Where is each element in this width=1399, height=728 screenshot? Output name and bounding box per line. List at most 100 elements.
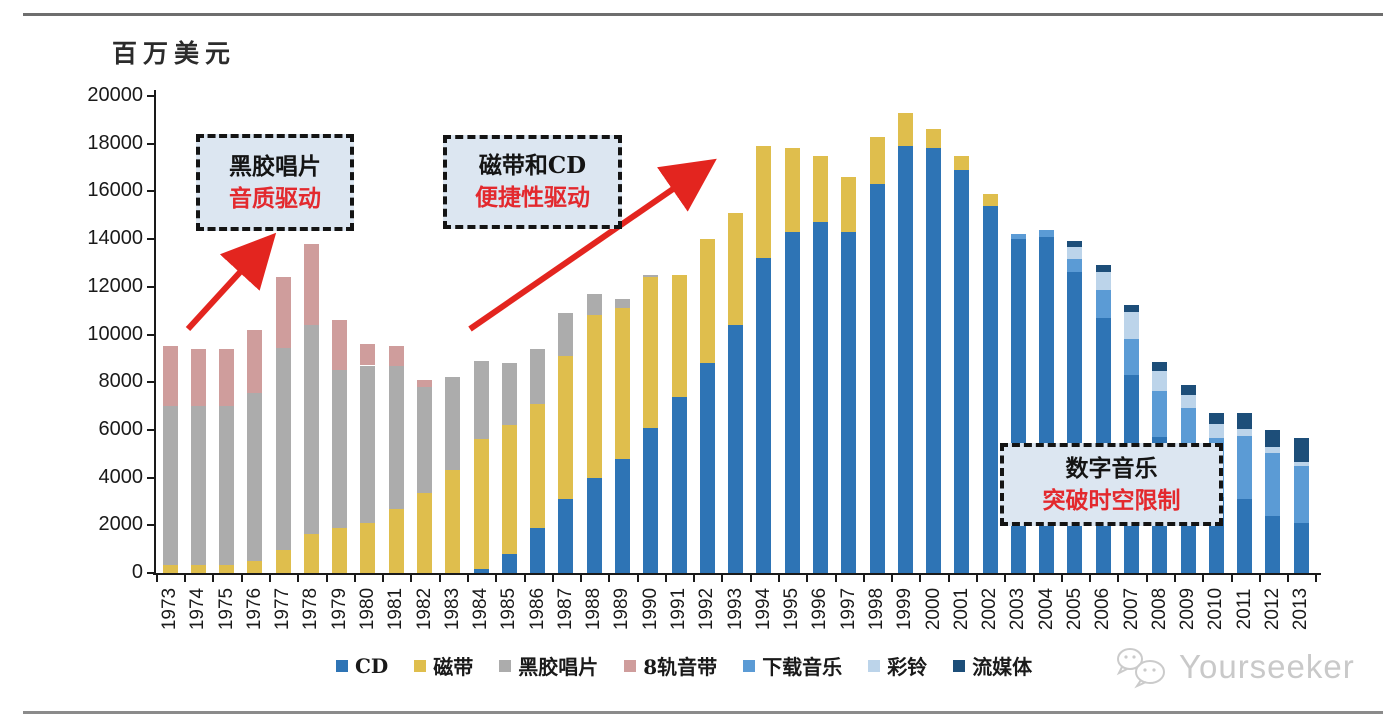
bar-segment-1977-磁带 bbox=[275, 550, 291, 573]
bar-segment-2010-彩铃 bbox=[1208, 423, 1224, 439]
x-tick bbox=[947, 575, 950, 582]
x-tick bbox=[1230, 575, 1233, 582]
x-tick bbox=[975, 575, 978, 582]
y-tick bbox=[147, 95, 155, 97]
x-tick bbox=[438, 575, 441, 582]
y-tick bbox=[147, 142, 155, 145]
bar-segment-1979-磁带 bbox=[332, 527, 348, 573]
x-tick bbox=[834, 575, 837, 582]
annotation-subtitle: 音质驱动 bbox=[229, 184, 321, 212]
annotation-title: 数字音乐 bbox=[1065, 454, 1158, 482]
x-tick-label-2008: 2008 bbox=[1148, 587, 1170, 631]
y-tick bbox=[147, 524, 155, 527]
bar-segment-1993-CD bbox=[728, 324, 744, 573]
bar-segment-2010-流媒体 bbox=[1208, 413, 1224, 424]
bar-segment-2001-CD bbox=[954, 169, 970, 573]
x-tick bbox=[608, 575, 611, 582]
x-tick bbox=[1173, 575, 1176, 582]
bar-segment-2012-CD bbox=[1265, 515, 1281, 573]
bar-segment-2009-彩铃 bbox=[1180, 395, 1196, 409]
x-tick-label-2002: 2002 bbox=[979, 587, 1001, 631]
bar-segment-2005-彩铃 bbox=[1067, 247, 1083, 260]
bar-segment-1996-磁带 bbox=[812, 155, 828, 223]
legend-chip bbox=[743, 659, 756, 672]
bar-segment-1978-8轨音带 bbox=[303, 243, 319, 325]
x-tick-label-1976: 1976 bbox=[243, 587, 265, 631]
x-tick bbox=[1287, 575, 1290, 582]
x-tick-label-1992: 1992 bbox=[696, 587, 718, 631]
x-tick-label-2007: 2007 bbox=[1120, 587, 1142, 631]
legend-item-下载音乐: 下载音乐 bbox=[743, 651, 842, 680]
x-tick-label-1988: 1988 bbox=[583, 587, 605, 631]
bar-segment-1983-磁带 bbox=[445, 470, 461, 573]
bar-segment-1987-黑胶唱片 bbox=[558, 313, 574, 356]
y-axis-unit-label: 百万美元 bbox=[112, 39, 237, 68]
bar-segment-1990-CD bbox=[643, 427, 659, 573]
annotation-subtitle: 突破时空限制 bbox=[1042, 486, 1181, 514]
x-tick bbox=[325, 575, 328, 582]
x-tick bbox=[636, 575, 639, 582]
bar-segment-2013-彩铃 bbox=[1293, 462, 1309, 466]
x-tick bbox=[184, 575, 187, 582]
bar-segment-1974-磁带 bbox=[190, 564, 206, 573]
x-tick-label-1985: 1985 bbox=[498, 587, 520, 631]
bar-segment-1988-CD bbox=[586, 477, 602, 573]
y-tick bbox=[147, 238, 155, 241]
x-tick-label-1980: 1980 bbox=[356, 587, 378, 631]
x-tick bbox=[212, 575, 215, 582]
x-tick-label-1973: 1973 bbox=[159, 587, 180, 631]
bar-segment-1974-8轨音带 bbox=[190, 348, 206, 407]
annotation-box-cassette-cd: 磁带和CD 便捷性驱动 bbox=[443, 135, 622, 229]
bottom-divider bbox=[23, 711, 1383, 714]
y-tick bbox=[147, 333, 155, 336]
legend-label: 下载音乐 bbox=[762, 655, 843, 679]
x-tick-label-2011: 2011 bbox=[1233, 588, 1255, 630]
bar-segment-1986-磁带 bbox=[530, 403, 546, 528]
x-tick-label-2010: 2010 bbox=[1205, 587, 1227, 631]
legend-label: 磁带 bbox=[433, 655, 474, 679]
bar-segment-1990-黑胶唱片 bbox=[643, 274, 659, 278]
x-tick-label-1997: 1997 bbox=[837, 587, 859, 631]
bar-segment-2012-下载音乐 bbox=[1265, 452, 1281, 516]
x-tick-label-1982: 1982 bbox=[413, 587, 435, 631]
annotation-subtitle: 便捷性驱动 bbox=[475, 184, 590, 211]
x-tick bbox=[891, 575, 894, 582]
bar-segment-1973-磁带 bbox=[162, 564, 178, 573]
chart-legend: CD 磁带 黑胶唱片 8轨音带 下载音乐 彩铃 流媒体 bbox=[336, 651, 1032, 680]
bar-segment-2008-流媒体 bbox=[1152, 361, 1168, 372]
bar-segment-2000-CD bbox=[926, 148, 942, 573]
x-tick bbox=[240, 575, 243, 582]
x-tick bbox=[721, 575, 724, 582]
y-tick-label: 20000 bbox=[87, 84, 143, 106]
bar-segment-1982-黑胶唱片 bbox=[417, 386, 433, 494]
x-tick-label-2005: 2005 bbox=[1063, 587, 1085, 631]
bar-segment-1979-8轨音带 bbox=[332, 320, 348, 371]
x-tick-label-1984: 1984 bbox=[470, 587, 492, 631]
bar-segment-2004-下载音乐 bbox=[1039, 229, 1055, 237]
x-tick-label-1977: 1977 bbox=[272, 587, 294, 631]
bar-segment-2007-下载音乐 bbox=[1124, 339, 1140, 376]
bar-segment-2006-下载音乐 bbox=[1095, 290, 1111, 318]
bar-segment-2001-磁带 bbox=[954, 155, 970, 170]
y-tick bbox=[147, 572, 155, 574]
top-divider bbox=[23, 13, 1383, 16]
bar-segment-1992-磁带 bbox=[699, 239, 715, 364]
bar-segment-1984-黑胶唱片 bbox=[473, 360, 489, 440]
bar-segment-1980-8轨音带 bbox=[360, 344, 376, 366]
y-tick bbox=[147, 285, 155, 288]
bar-segment-1973-8轨音带 bbox=[162, 346, 178, 407]
bar-segment-1994-磁带 bbox=[756, 146, 772, 259]
legend-chip bbox=[953, 659, 966, 672]
bar-segment-2013-流媒体 bbox=[1293, 438, 1309, 463]
legend-chip bbox=[624, 659, 637, 672]
x-tick-label-1981: 1981 bbox=[385, 587, 407, 631]
x-tick-label-2013: 2013 bbox=[1290, 587, 1312, 631]
x-tick bbox=[749, 575, 752, 582]
bar-segment-1973-黑胶唱片 bbox=[162, 406, 178, 565]
x-tick-label-1995: 1995 bbox=[781, 587, 803, 631]
bar-segment-2012-彩铃 bbox=[1265, 446, 1281, 453]
x-tick-label-1998: 1998 bbox=[866, 587, 887, 631]
y-tick-label: 12000 bbox=[87, 274, 143, 297]
